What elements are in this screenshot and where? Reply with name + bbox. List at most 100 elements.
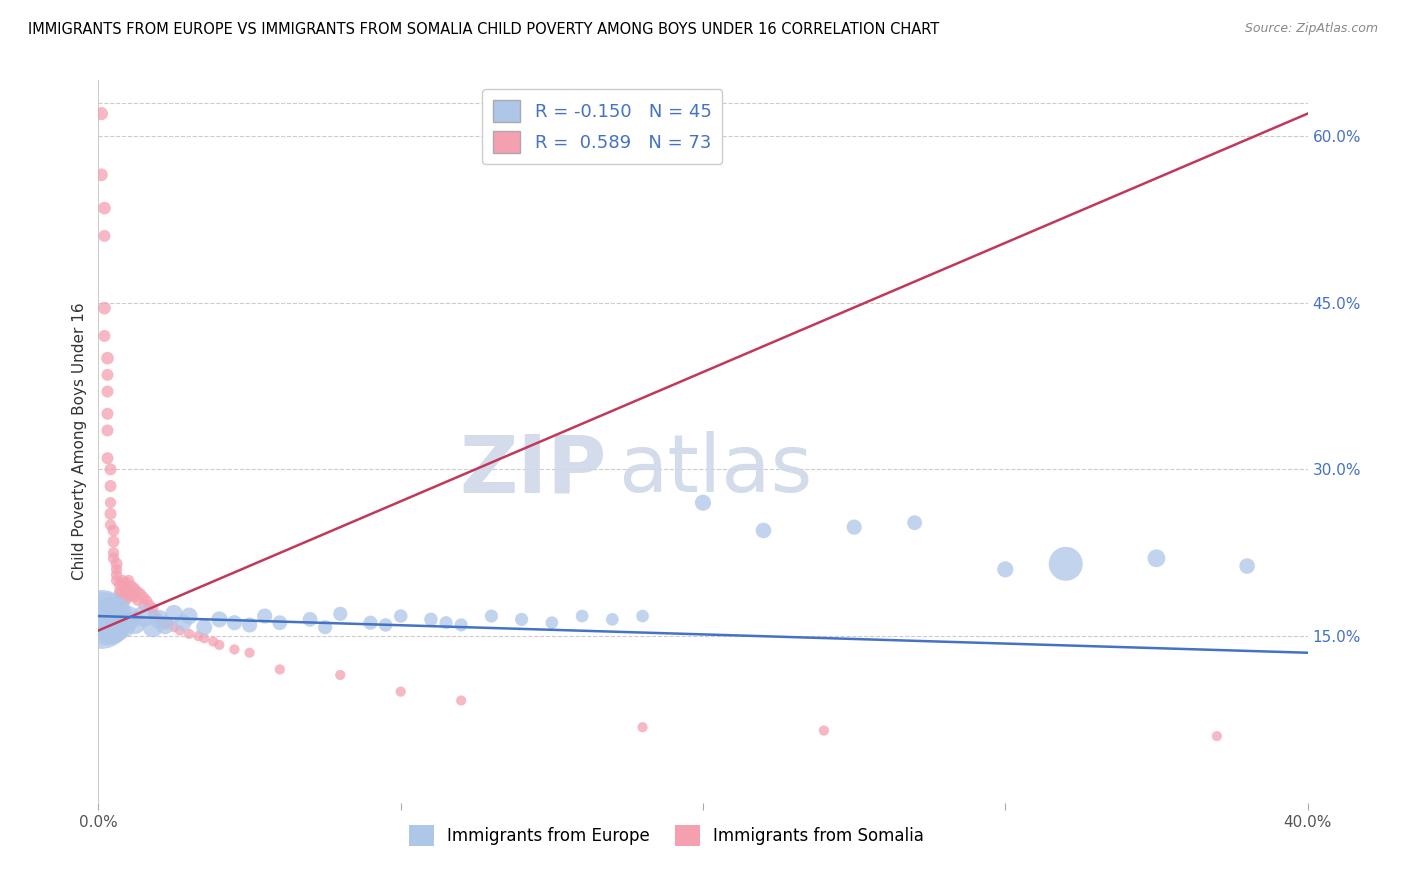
Point — [100, 507, 122, 521]
Point — [179, 609, 201, 624]
Point — [142, 607, 165, 621]
Point — [124, 590, 146, 604]
Point — [163, 620, 186, 634]
Point — [156, 615, 179, 630]
Point — [96, 407, 118, 421]
Point — [118, 590, 141, 604]
Legend: Immigrants from Europe, Immigrants from Somalia: Immigrants from Europe, Immigrants from … — [402, 819, 931, 852]
Point — [994, 562, 1017, 576]
Point — [100, 517, 122, 532]
Point — [96, 351, 118, 366]
Point — [224, 615, 246, 630]
Point — [193, 632, 215, 646]
Point — [100, 607, 122, 621]
Point — [253, 609, 276, 624]
Point — [114, 584, 136, 599]
Point — [148, 612, 170, 626]
Point — [96, 384, 118, 399]
Point — [93, 609, 115, 624]
Point — [103, 534, 125, 549]
Point — [105, 557, 128, 571]
Point — [124, 581, 146, 595]
Point — [108, 584, 131, 599]
Point — [135, 593, 157, 607]
Point — [96, 368, 118, 382]
Point — [100, 496, 122, 510]
Point — [105, 568, 128, 582]
Point — [360, 615, 382, 630]
Point — [93, 201, 115, 215]
Point — [631, 720, 654, 734]
Point — [124, 615, 146, 630]
Point — [100, 462, 122, 476]
Text: atlas: atlas — [619, 432, 813, 509]
Point — [481, 609, 503, 624]
Point — [389, 609, 412, 624]
Point — [105, 562, 128, 576]
Point — [100, 479, 122, 493]
Point — [1054, 557, 1077, 571]
Point — [105, 574, 128, 588]
Point — [434, 615, 457, 630]
Point — [139, 598, 162, 612]
Point — [127, 584, 149, 599]
Point — [129, 587, 152, 601]
Point — [153, 618, 176, 632]
Point — [1206, 729, 1229, 743]
Text: ZIP: ZIP — [458, 432, 606, 509]
Point — [90, 106, 112, 120]
Point — [187, 629, 209, 643]
Point — [114, 593, 136, 607]
Point — [132, 609, 155, 624]
Point — [150, 615, 173, 630]
Y-axis label: Child Poverty Among Boys Under 16: Child Poverty Among Boys Under 16 — [72, 302, 87, 581]
Point — [118, 582, 141, 597]
Point — [269, 615, 291, 630]
Point — [169, 624, 191, 638]
Point — [374, 618, 396, 632]
Point — [904, 516, 927, 530]
Point — [111, 579, 134, 593]
Text: IMMIGRANTS FROM EUROPE VS IMMIGRANTS FROM SOMALIA CHILD POVERTY AMONG BOYS UNDER: IMMIGRANTS FROM EUROPE VS IMMIGRANTS FRO… — [28, 22, 939, 37]
Point — [450, 693, 472, 707]
Point — [93, 228, 115, 243]
Point — [450, 618, 472, 632]
Point — [103, 524, 125, 538]
Point — [111, 590, 134, 604]
Point — [93, 301, 115, 315]
Point — [1236, 559, 1258, 574]
Point — [105, 605, 128, 619]
Point — [96, 424, 118, 438]
Point — [239, 618, 262, 632]
Point — [111, 574, 134, 588]
Point — [571, 609, 593, 624]
Point — [844, 520, 866, 534]
Point — [193, 620, 215, 634]
Point — [145, 609, 167, 624]
Point — [148, 612, 170, 626]
Point — [111, 618, 134, 632]
Point — [1144, 551, 1167, 566]
Point — [239, 646, 262, 660]
Point — [299, 612, 322, 626]
Point — [420, 612, 443, 626]
Point — [90, 612, 112, 626]
Point — [96, 451, 118, 466]
Point — [269, 662, 291, 676]
Point — [752, 524, 775, 538]
Point — [118, 574, 141, 588]
Point — [108, 578, 131, 592]
Point — [121, 588, 143, 602]
Point — [208, 612, 231, 626]
Point — [202, 634, 225, 648]
Point — [153, 618, 176, 632]
Point — [540, 615, 562, 630]
Point — [329, 668, 352, 682]
Point — [96, 615, 118, 630]
Point — [103, 620, 125, 634]
Point — [224, 642, 246, 657]
Point — [108, 588, 131, 602]
Text: Source: ZipAtlas.com: Source: ZipAtlas.com — [1244, 22, 1378, 36]
Point — [132, 590, 155, 604]
Point — [127, 593, 149, 607]
